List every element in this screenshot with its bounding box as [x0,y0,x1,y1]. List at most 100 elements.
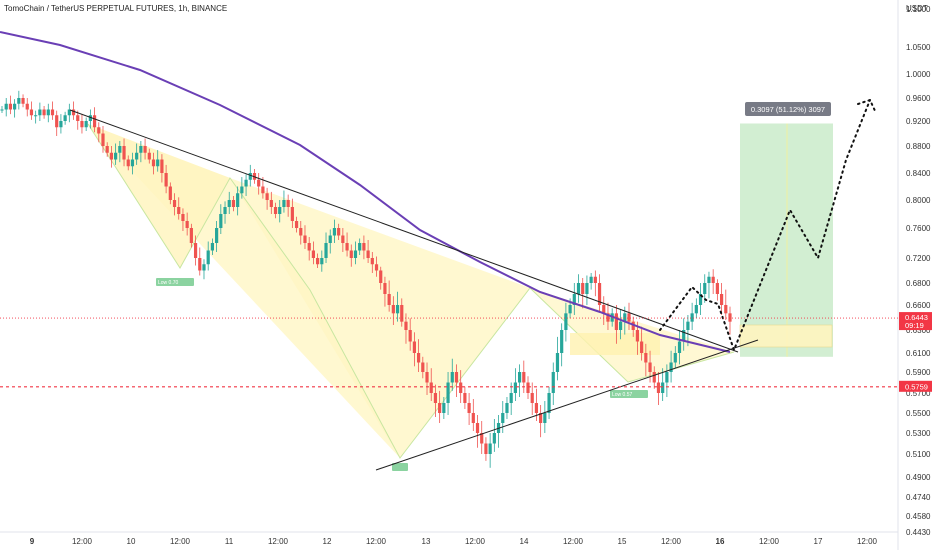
candle-body [147,152,151,160]
candle-body [328,235,332,243]
candle-body [273,207,278,214]
candle-body [236,193,240,207]
candle-body [240,186,244,194]
candle-body [257,179,261,187]
candle-body [172,200,177,207]
candle-body [387,294,391,305]
candle-body [185,221,189,228]
candle-body [480,433,484,444]
candle-body [724,305,728,314]
candle-body [261,186,265,194]
measure-label-bg [745,102,831,116]
price-tick-label: 1.0500 [906,43,931,52]
candle-body [412,341,416,353]
candle-body [248,173,252,180]
candle-body [652,372,656,383]
candle-body [509,393,513,403]
candle-body [21,98,25,104]
moving-average [0,31,731,353]
candle-body [303,235,307,243]
measure-label: 0.3097 (51.12%) 3097 [751,105,825,114]
candle-body [471,413,475,423]
candle-body [126,159,130,167]
candle-body [656,382,661,393]
candle-body [433,393,438,403]
candle-body [593,276,597,283]
candle-body [177,207,181,214]
candle-body [488,443,492,454]
upper-trendline [69,109,739,353]
current-price-value: 0.6443 [905,313,928,322]
target-projection: 0.3097 (51.12%) 3097 [739,102,833,357]
price-tick-label: 0.6600 [906,301,931,310]
candle-body [379,270,383,283]
time-tick-label: 12:00 [759,537,780,546]
candle-body [644,353,648,363]
candle-body [408,330,412,342]
candle-body [623,313,627,322]
time-tick-label: 14 [520,537,529,546]
candle-body [29,109,34,116]
time-axis[interactable]: 9 12:00 10 12:00 11 12:00 12 12:00 13 12:00 14 12:0… [30,537,878,546]
price-tick-label: 0.5100 [906,450,931,459]
price-tick-label: 0.9600 [906,94,931,103]
candle-body [67,109,71,116]
candle-body [59,121,63,128]
candle-body [463,393,467,403]
candle-body [193,243,198,258]
candle-body [728,313,732,322]
candle-body [421,362,425,372]
candle-body [349,250,353,258]
candle-body [88,115,92,121]
candle-body [665,372,669,383]
candle-body [467,403,471,413]
price-tick-label: 0.7200 [906,254,931,263]
current-price-badge [899,312,932,331]
candle-body [484,443,488,454]
candle-body [353,250,358,258]
candle-body [290,207,294,221]
candle-body [446,382,450,403]
price-axis[interactable]: 1.1000 1.0500 1.0000 0.9600 0.9200 0.8800 0.84… [906,5,931,537]
candle-body [568,305,572,314]
candle-body [135,152,139,160]
price-tick-label: 0.5300 [906,429,931,438]
candle-body [0,109,4,111]
candle-body [151,159,156,167]
candle-body [118,146,122,153]
candle-body [475,423,480,433]
candle-body [677,341,682,353]
support-price-badge [899,380,932,392]
candle-body [109,152,114,160]
candle-body [105,146,109,153]
time-tick-label: 12:00 [72,537,93,546]
pattern-point-badge [156,278,194,286]
candle-body [530,393,534,403]
candle-body [682,330,686,342]
candle-body [597,283,602,305]
candle-body [337,228,341,236]
candle-body [362,243,366,251]
candle-body [139,146,143,153]
currency-label: USDT [906,4,928,13]
candle-body [492,433,496,444]
candle-body [673,353,677,363]
candle-body [345,243,349,251]
candle-body [640,341,644,353]
candle-body [332,228,337,236]
candle-body [627,313,631,322]
candle-body [618,321,623,330]
candle-body [459,382,463,393]
candle-body [526,382,530,393]
pattern-point-badge [392,463,408,471]
price-tick-label: 0.5900 [906,368,931,377]
time-tick-label: 12:00 [465,537,486,546]
candle-body [522,372,526,383]
price-tick-label: 0.6300 [906,326,931,335]
candle-body [320,258,324,265]
candle-body [564,313,568,330]
price-tick-label: 0.9200 [906,117,931,126]
